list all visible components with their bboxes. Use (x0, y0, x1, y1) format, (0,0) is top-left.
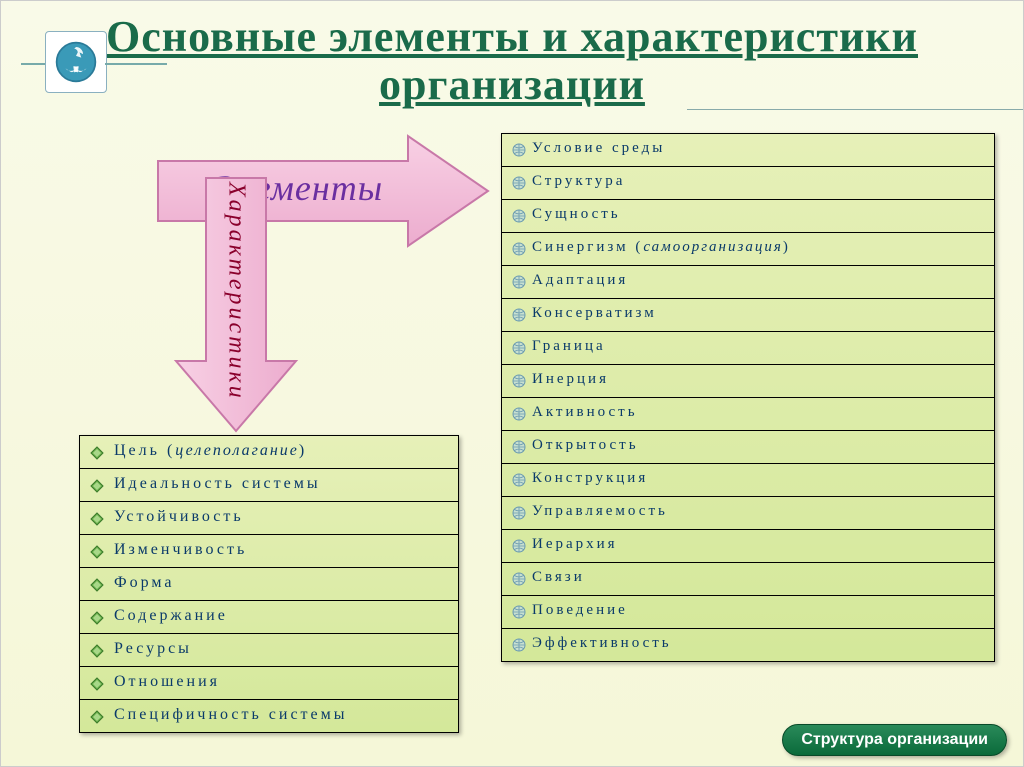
arrow-down-label: Характеристики (171, 186, 301, 396)
table-row: Ресурсы (80, 634, 458, 667)
table-row: Условие среды (502, 134, 994, 167)
arrow-down: Характеристики (171, 176, 301, 436)
table-row: Конструкция (502, 464, 994, 497)
diamond-green-icon (90, 577, 104, 591)
diamond-green-icon (90, 511, 104, 525)
row-label: Ресурсы (114, 640, 192, 657)
table-row: Идеальность системы (80, 469, 458, 502)
row-label: Иерархия (532, 536, 618, 552)
row-label: Идеальность системы (114, 475, 321, 492)
row-label: Содержание (114, 607, 228, 624)
row-label: Эффективность (532, 635, 672, 651)
table-row: Граница (502, 332, 994, 365)
diamond-green-icon (90, 676, 104, 690)
row-label: Инерция (532, 371, 609, 387)
globe-blue-icon (512, 473, 526, 487)
table-row: Связи (502, 563, 994, 596)
diamond-green-icon (90, 610, 104, 624)
page-title: Основные элементы и характеристики орган… (1, 13, 1023, 110)
table-row: Изменчивость (80, 535, 458, 568)
table-row: Иерархия (502, 530, 994, 563)
globe-blue-icon (512, 275, 526, 289)
table-row: Поведение (502, 596, 994, 629)
row-label: Изменчивость (114, 541, 247, 558)
table-row: Адаптация (502, 266, 994, 299)
characteristics-table: Цель (целеполагание) Идеальность системы У… (79, 435, 459, 733)
globe-blue-icon (512, 572, 526, 586)
globe-blue-icon (512, 440, 526, 454)
table-row: Открытость (502, 431, 994, 464)
row-label: Открытость (532, 437, 639, 453)
globe-blue-icon (512, 539, 526, 553)
elements-table: Условие среды Структура Сущность Синергизм … (501, 133, 995, 662)
table-row: Инерция (502, 365, 994, 398)
table-row: Структура (502, 167, 994, 200)
globe-blue-icon (512, 242, 526, 256)
title-container: Основные элементы и характеристики орган… (1, 1, 1023, 110)
row-label: Граница (532, 338, 606, 354)
row-label: Конструкция (532, 470, 648, 486)
table-row: Отношения (80, 667, 458, 700)
table-row: Эффективность (502, 629, 994, 661)
globe-blue-icon (512, 143, 526, 157)
row-label: Управляемость (532, 503, 668, 519)
table-row: Синергизм (самоорганизация) (502, 233, 994, 266)
row-label: Условие среды (532, 140, 665, 156)
row-label: Консерватизм (532, 305, 657, 321)
row-label: Синергизм (самоорганизация) (532, 239, 791, 255)
globe-blue-icon (512, 209, 526, 223)
globe-blue-icon (512, 605, 526, 619)
row-label: Устойчивость (114, 508, 244, 525)
row-label: Связи (532, 569, 585, 585)
table-row: Специфичность системы (80, 700, 458, 732)
table-row: Управляемость (502, 497, 994, 530)
row-label: Специфичность системы (114, 706, 348, 723)
diamond-green-icon (90, 478, 104, 492)
globe-blue-icon (512, 407, 526, 421)
table-row: Устойчивость (80, 502, 458, 535)
table-row: Консерватизм (502, 299, 994, 332)
globe-blue-icon (512, 374, 526, 388)
diamond-green-icon (90, 643, 104, 657)
table-row: Сущность (502, 200, 994, 233)
row-label: Адаптация (532, 272, 628, 288)
globe-blue-icon (512, 308, 526, 322)
row-label: Сущность (532, 206, 621, 222)
globe-blue-icon (512, 506, 526, 520)
footer-button[interactable]: Структура организации (782, 724, 1007, 756)
globe-blue-icon (512, 176, 526, 190)
table-row: Форма (80, 568, 458, 601)
diamond-green-icon (90, 544, 104, 558)
table-row: Активность (502, 398, 994, 431)
table-row: Содержание (80, 601, 458, 634)
logo-icon (45, 31, 107, 93)
globe-blue-icon (512, 638, 526, 652)
decor-line-right (687, 109, 1023, 110)
row-label: Активность (532, 404, 638, 420)
diamond-green-icon (90, 445, 104, 459)
row-label: Цель (целеполагание) (114, 442, 307, 459)
row-label: Структура (532, 173, 625, 189)
diamond-green-icon (90, 709, 104, 723)
table-row: Цель (целеполагание) (80, 436, 458, 469)
row-label: Форма (114, 574, 175, 591)
decor-line-left2 (105, 63, 167, 65)
row-label: Поведение (532, 602, 628, 618)
globe-blue-icon (512, 341, 526, 355)
row-label: Отношения (114, 673, 220, 690)
